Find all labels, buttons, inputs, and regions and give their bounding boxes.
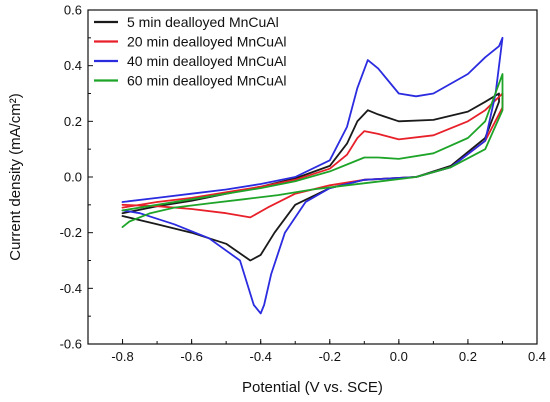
y-tick-label: -0.2 [60,225,82,240]
y-tick-label: 0.6 [64,3,82,18]
y-tick-labels: 0.6 0.4 0.2 0.0 -0.2 -0.4 -0.6 [60,3,82,352]
legend-label: 20 min dealloyed MnCuAl [127,34,287,50]
plot-frame [87,9,538,345]
y-tick-label: 0.0 [64,170,82,185]
y-tick-label: 0.4 [64,58,82,73]
x-tick-label: 0.4 [528,349,546,364]
legend: 5 min dealloyed MnCuAl 20 min dealloyed M… [94,14,287,89]
y-axis-title: Current density (mA/cm²) [7,93,24,261]
series-lines [121,36,504,315]
y-tick-label: 0.2 [64,114,82,129]
legend-label: 40 min dealloyed MnCuAl [127,53,287,69]
x-tick-label: -0.2 [319,349,341,364]
x-axis-title: Potential (V vs. SCE) [242,379,383,396]
series-line-2 [121,92,504,219]
legend-label: 5 min dealloyed MnCuAl [127,14,279,30]
x-tick-label: -0.8 [111,349,133,364]
series-line-4 [121,73,504,229]
series-line-3 [121,36,504,315]
x-tick-label: -0.6 [180,349,202,364]
legend-label: 60 min dealloyed MnCuAl [127,73,287,89]
x-tick-label: 0.0 [390,349,408,364]
x-tick-labels: -0.8 -0.6 -0.4 -0.2 0.0 0.2 0.4 [111,349,546,364]
series-line-1 [121,92,500,262]
x-tick-label: 0.2 [459,349,477,364]
y-tick-label: -0.4 [60,281,82,296]
y-tick-label: -0.6 [60,337,82,352]
x-tick-label: -0.4 [249,349,271,364]
